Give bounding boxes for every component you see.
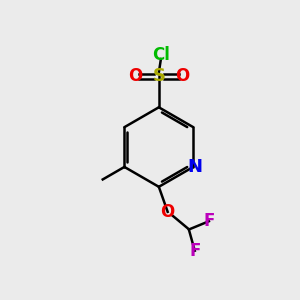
Text: F: F: [189, 242, 200, 260]
Text: Cl: Cl: [152, 46, 170, 64]
Text: N: N: [188, 158, 203, 176]
Text: F: F: [203, 212, 214, 230]
Text: S: S: [152, 68, 165, 85]
Text: O: O: [128, 68, 142, 85]
Text: O: O: [175, 68, 190, 85]
Text: O: O: [160, 203, 175, 221]
